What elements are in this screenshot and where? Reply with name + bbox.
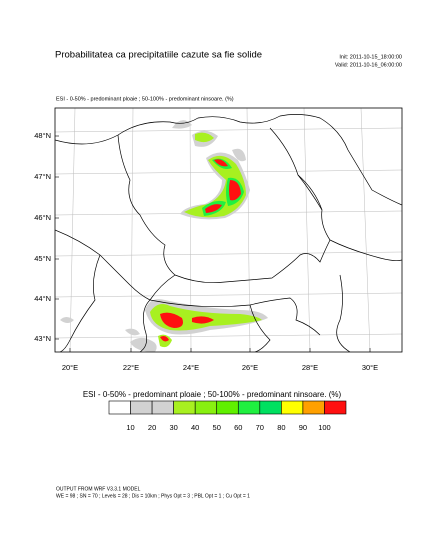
colorbar-box (281, 400, 304, 415)
lon-label: 24°E (183, 363, 199, 372)
colorbar-box (151, 400, 174, 415)
map (54, 107, 403, 353)
colorbar-box (237, 400, 261, 415)
borders (55, 114, 402, 352)
lat-label: 46°N (34, 213, 51, 222)
lon-label: 22°E (123, 363, 139, 372)
lat-label: 43°N (34, 334, 51, 343)
colorbar-box (130, 400, 153, 415)
lat-label: 44°N (34, 294, 51, 303)
colorbar-box (324, 400, 347, 415)
lon-label: 28°E (302, 363, 318, 372)
init-time: Init: 2011-10-15_18:00:00 (339, 54, 402, 60)
lat-label: 45°N (34, 254, 51, 263)
colorbar-title: ESI - 0-50% - predominant ploaie ; 50-10… (83, 390, 342, 399)
lat-label: 48°N (34, 131, 51, 140)
colorbar-label: 20 (148, 423, 156, 432)
lon-label: 20°E (62, 363, 78, 372)
map-frame (54, 107, 403, 353)
colorbar-label: 10 (126, 423, 134, 432)
colorbar-label: 100 (318, 423, 331, 432)
colorbar-label: 70 (256, 423, 264, 432)
colorbar-box (108, 400, 131, 415)
lat-label: 47°N (34, 172, 51, 181)
colorbar-label: 80 (277, 423, 285, 432)
colorbar-label: 40 (191, 423, 199, 432)
colorbar-label: 50 (213, 423, 221, 432)
colorbar-box (302, 400, 325, 415)
footer-line: WE = 98 ; SN = 70 ; Levels = 28 ; Dis = … (56, 493, 250, 499)
colorbar-box (216, 400, 239, 415)
colorbar-box (194, 400, 218, 415)
lon-label: 30°E (362, 363, 378, 372)
lon-label: 26°E (242, 363, 258, 372)
colorbar-label: 30 (169, 423, 177, 432)
colorbar-label: 60 (234, 423, 242, 432)
title: Probabilitatea ca precipitatiile cazute … (55, 50, 262, 61)
footer-line: OUTPUT FROM WRF V3.3.1 MODEL (56, 486, 141, 492)
colorbar-box (259, 400, 282, 415)
precip-fields (60, 120, 268, 352)
colorbar-box (173, 400, 196, 415)
valid-time: Valid: 2011-10-16_06:00:00 (335, 62, 402, 68)
colorbar-label: 90 (299, 423, 307, 432)
map-subtitle: ESI - 0-50% - predominant ploaie ; 50-10… (56, 96, 234, 102)
